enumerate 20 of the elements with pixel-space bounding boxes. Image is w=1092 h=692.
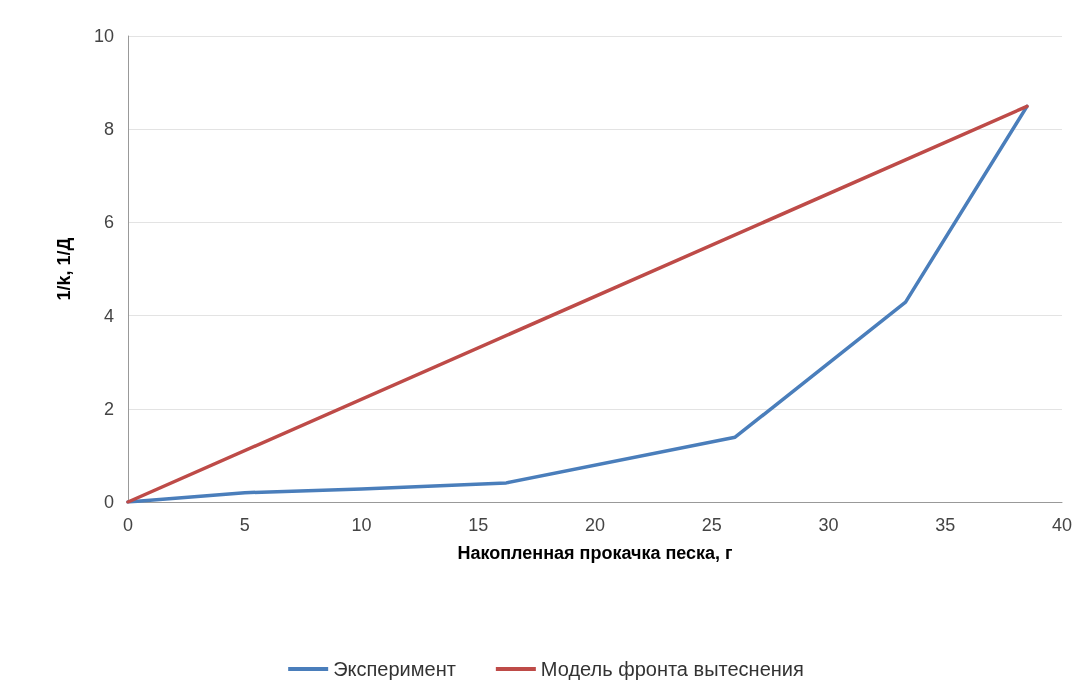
x-tick-label: 30	[818, 515, 839, 535]
y-tick-label: 2	[103, 398, 114, 419]
x-tick-label: 10	[351, 515, 372, 535]
x-tick-label: 0	[122, 515, 134, 535]
x-tick-label: 40	[1051, 515, 1073, 535]
x-tick-label: 35	[935, 515, 956, 535]
legend-label: Эксперимент	[333, 658, 456, 680]
y-tick-label: 8	[103, 119, 114, 140]
x-tick-label: 15	[468, 515, 489, 535]
x-tick-label: 25	[701, 515, 722, 535]
x-tick-label: 20	[584, 515, 606, 535]
y-tick-label: 10	[93, 26, 114, 46]
y-tick-label: 6	[103, 212, 114, 233]
legend-label: Модель фронта вытеснения	[540, 658, 804, 680]
y-axis-title: 1/k, 1/Д	[54, 237, 74, 301]
line-series	[126, 104, 1029, 504]
y-tick-label: 4	[103, 305, 114, 326]
x-axis-title: Накопленная прокачка песка, г	[457, 543, 734, 563]
x-tick-label: 5	[239, 515, 250, 535]
y-tick-label: 0	[103, 492, 114, 512]
